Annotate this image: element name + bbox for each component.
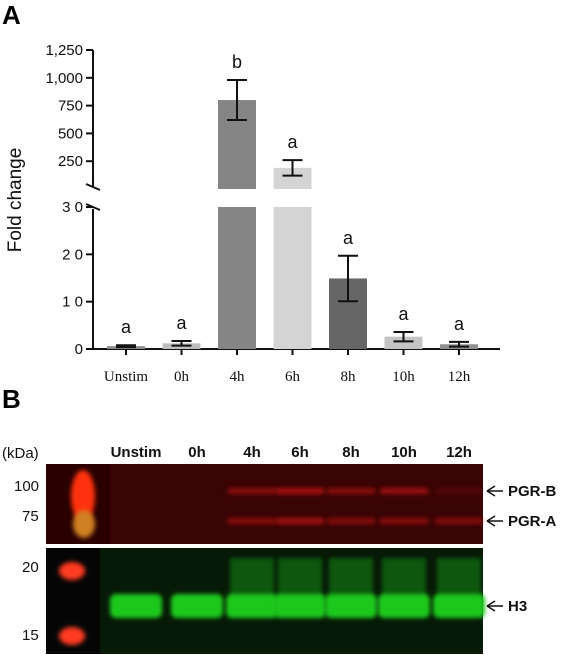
significance-label: a: [176, 313, 187, 333]
pgr-blot-membrane: [46, 464, 483, 544]
pgr-a-band: [228, 518, 276, 524]
panel-b-label: B: [2, 384, 21, 414]
significance-label: a: [121, 317, 132, 337]
h3-smear: [382, 558, 426, 598]
y-tick-label-lower: 2 0: [62, 246, 83, 263]
pgr-b-band: [435, 488, 483, 494]
bar: [384, 336, 423, 349]
bar-lower-segment: [218, 207, 256, 349]
marker-75: 75: [22, 508, 39, 525]
significance-label: a: [454, 314, 465, 334]
h3-label: H3: [508, 598, 527, 615]
h3-smear: [329, 558, 373, 598]
bar-chart: 250 500 750 1,000 1,250 0 1 0 2 0 3 0 Fold change…: [5, 42, 500, 385]
lane-label: Unstim: [111, 444, 162, 461]
h3-arrow: [486, 600, 503, 612]
ladder-band-lower: [73, 510, 95, 538]
lane-label: 12h: [446, 444, 472, 461]
pgr-b-band: [380, 488, 428, 494]
h3-smear: [437, 558, 481, 598]
y-tick-label-upper: 750: [58, 98, 83, 115]
pgr-b-band: [228, 488, 276, 494]
marker-100: 100: [14, 478, 39, 495]
western-blot: (kDa) Unstim 0h 4h 6h 8h 10h 12h 100 75 20 15 …: [2, 444, 557, 654]
pgr-a-band: [435, 518, 483, 524]
significance-label: b: [232, 52, 242, 72]
pgr-a-arrow: [486, 515, 503, 527]
ladder-band-upper: [71, 470, 95, 522]
kda-label: (kDa): [2, 445, 39, 462]
x-tick-label: Unstim: [104, 369, 149, 385]
pgr-b-label: PGR-B: [508, 483, 557, 500]
y-tick-label-lower: 0: [75, 341, 83, 358]
h3-band: [171, 594, 223, 618]
pgr-a-band: [276, 518, 324, 524]
lane-label: 10h: [391, 444, 417, 461]
significance-label: a: [287, 132, 298, 152]
y-tick-label-upper: 250: [58, 153, 83, 170]
h3-band: [378, 594, 430, 618]
pgr-b-band: [276, 488, 324, 494]
x-tick-label: 10h: [392, 369, 415, 385]
bar: [273, 167, 312, 189]
x-tick-label: 6h: [285, 369, 301, 385]
significance-label: a: [398, 304, 409, 324]
pgr-b-arrow: [486, 485, 503, 497]
h3-band: [226, 594, 278, 618]
bar-lower-segment: [273, 207, 312, 349]
x-tick-label: 8h: [341, 369, 357, 385]
h3-smear: [230, 558, 274, 598]
h3-smear: [278, 558, 322, 598]
pgr-a-label: PGR-A: [508, 513, 557, 530]
pgr-bands: [228, 488, 483, 524]
x-tick-label: 12h: [448, 369, 471, 385]
marker-15: 15: [22, 627, 39, 644]
h3-band: [433, 594, 485, 618]
y-axis-title: Fold change: [5, 148, 26, 253]
significance-label: a: [343, 228, 354, 248]
lane-label: 6h: [291, 444, 309, 461]
pgr-a-band: [327, 518, 375, 524]
panel-a-label: A: [2, 0, 21, 30]
h3-ladder-band-upper: [59, 562, 85, 580]
y-tick-label-lower: 1 0: [62, 294, 83, 311]
lane-label: 4h: [243, 444, 261, 461]
h3-band: [325, 594, 377, 618]
y-tick-label-upper: 1,000: [45, 70, 83, 87]
pgr-a-band: [380, 518, 428, 524]
marker-20: 20: [22, 559, 39, 576]
x-tick-label: 0h: [174, 369, 190, 385]
pgr-b-band: [327, 488, 375, 494]
h3-band: [110, 594, 162, 618]
lane-labels: Unstim 0h 4h 6h 8h 10h 12h: [111, 444, 472, 461]
lane-label: 8h: [342, 444, 360, 461]
y-tick-label-upper: 1,250: [45, 42, 83, 59]
y-tick-label-upper: 500: [58, 125, 83, 142]
y-tick-label-lower: 3 0: [62, 199, 83, 216]
h3-bands: [110, 558, 485, 618]
x-tick-label: 4h: [230, 369, 246, 385]
h3-band: [274, 594, 326, 618]
lane-label: 0h: [188, 444, 206, 461]
h3-ladder-band-lower: [59, 627, 85, 645]
